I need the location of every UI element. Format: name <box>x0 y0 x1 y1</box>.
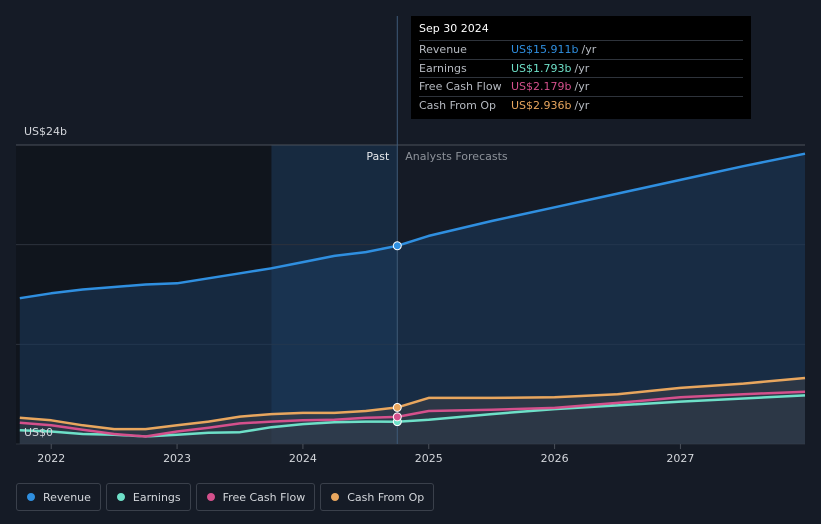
chart-legend: Revenue Earnings Free Cash Flow Cash Fro… <box>16 483 435 511</box>
legend-dot-icon <box>331 493 340 501</box>
legend-label: Revenue <box>43 490 91 504</box>
tooltip-value: US$1.793b <box>511 61 572 75</box>
legend-item-earnings[interactable]: Earnings <box>105 483 191 511</box>
legend-label: Earnings <box>132 490 181 504</box>
forecast-label: Analysts Forecasts <box>405 150 508 163</box>
tooltip-unit: /yr <box>574 80 590 94</box>
tooltip-label: Earnings <box>419 61 467 75</box>
revenue-area <box>19 153 805 445</box>
series-line-free-cash-flow <box>19 390 806 438</box>
tooltip-label: Cash From Op <box>419 98 497 112</box>
legend-label: Cash From Op <box>347 490 425 504</box>
chart-canvas: US$24b US$0 Past Analysts Forecasts 2022 2023… <box>16 16 806 465</box>
x-tick-label: 2024 <box>289 452 317 465</box>
tooltip-row-earnings: Earnings US$1.793b /yr <box>419 58 743 78</box>
x-tick-label: 2026 <box>541 452 569 465</box>
legend-item-free-cash-flow[interactable]: Free Cash Flow <box>195 483 316 511</box>
series-line-cash-from-op <box>19 376 806 431</box>
series-line-revenue <box>19 152 806 300</box>
x-tick-label: 2022 <box>37 452 65 465</box>
x-tick-label: 2025 <box>415 452 443 465</box>
tooltip-value: US$15.911b <box>511 43 579 57</box>
tooltip-unit: /yr <box>581 43 597 57</box>
tooltip-unit: /yr <box>574 61 590 75</box>
tooltip-row-revenue: Revenue US$15.911b /yr <box>419 40 743 59</box>
y-axis-top-label: US$24b <box>24 125 67 138</box>
tooltip-row-cash-from-op: Cash From Op US$2.936b /yr <box>419 95 743 115</box>
past-label: Past <box>366 150 390 163</box>
legend-dot-icon <box>116 493 125 501</box>
tooltip-label: Revenue <box>419 43 467 57</box>
tooltip-value: US$2.179b <box>511 80 572 94</box>
chart-tooltip: Sep 30 2024 Revenue US$15.911b /yr Earni… <box>411 16 751 119</box>
legend-dot-icon <box>27 493 35 501</box>
marker-free-cash-flow <box>392 412 402 422</box>
tooltip-date: Sep 30 2024 <box>419 22 489 35</box>
marker-cash-from-op <box>392 402 402 412</box>
y-axis-bottom-label: US$0 <box>24 426 53 439</box>
x-tick-label: 2023 <box>163 452 191 465</box>
legend-dot-icon <box>206 493 215 501</box>
tooltip-row-free-cash-flow: Free Cash Flow US$2.179b /yr <box>419 77 743 96</box>
tooltip-label: Free Cash Flow <box>419 80 502 94</box>
legend-label: Free Cash Flow <box>222 490 306 504</box>
legend-item-revenue[interactable]: Revenue <box>16 483 101 511</box>
marker-revenue <box>392 241 402 251</box>
x-tick-label: 2027 <box>666 452 694 465</box>
tooltip-value: US$2.936b <box>511 98 572 112</box>
tooltip-unit: /yr <box>574 98 590 112</box>
legend-item-cash-from-op[interactable]: Cash From Op <box>320 483 435 511</box>
